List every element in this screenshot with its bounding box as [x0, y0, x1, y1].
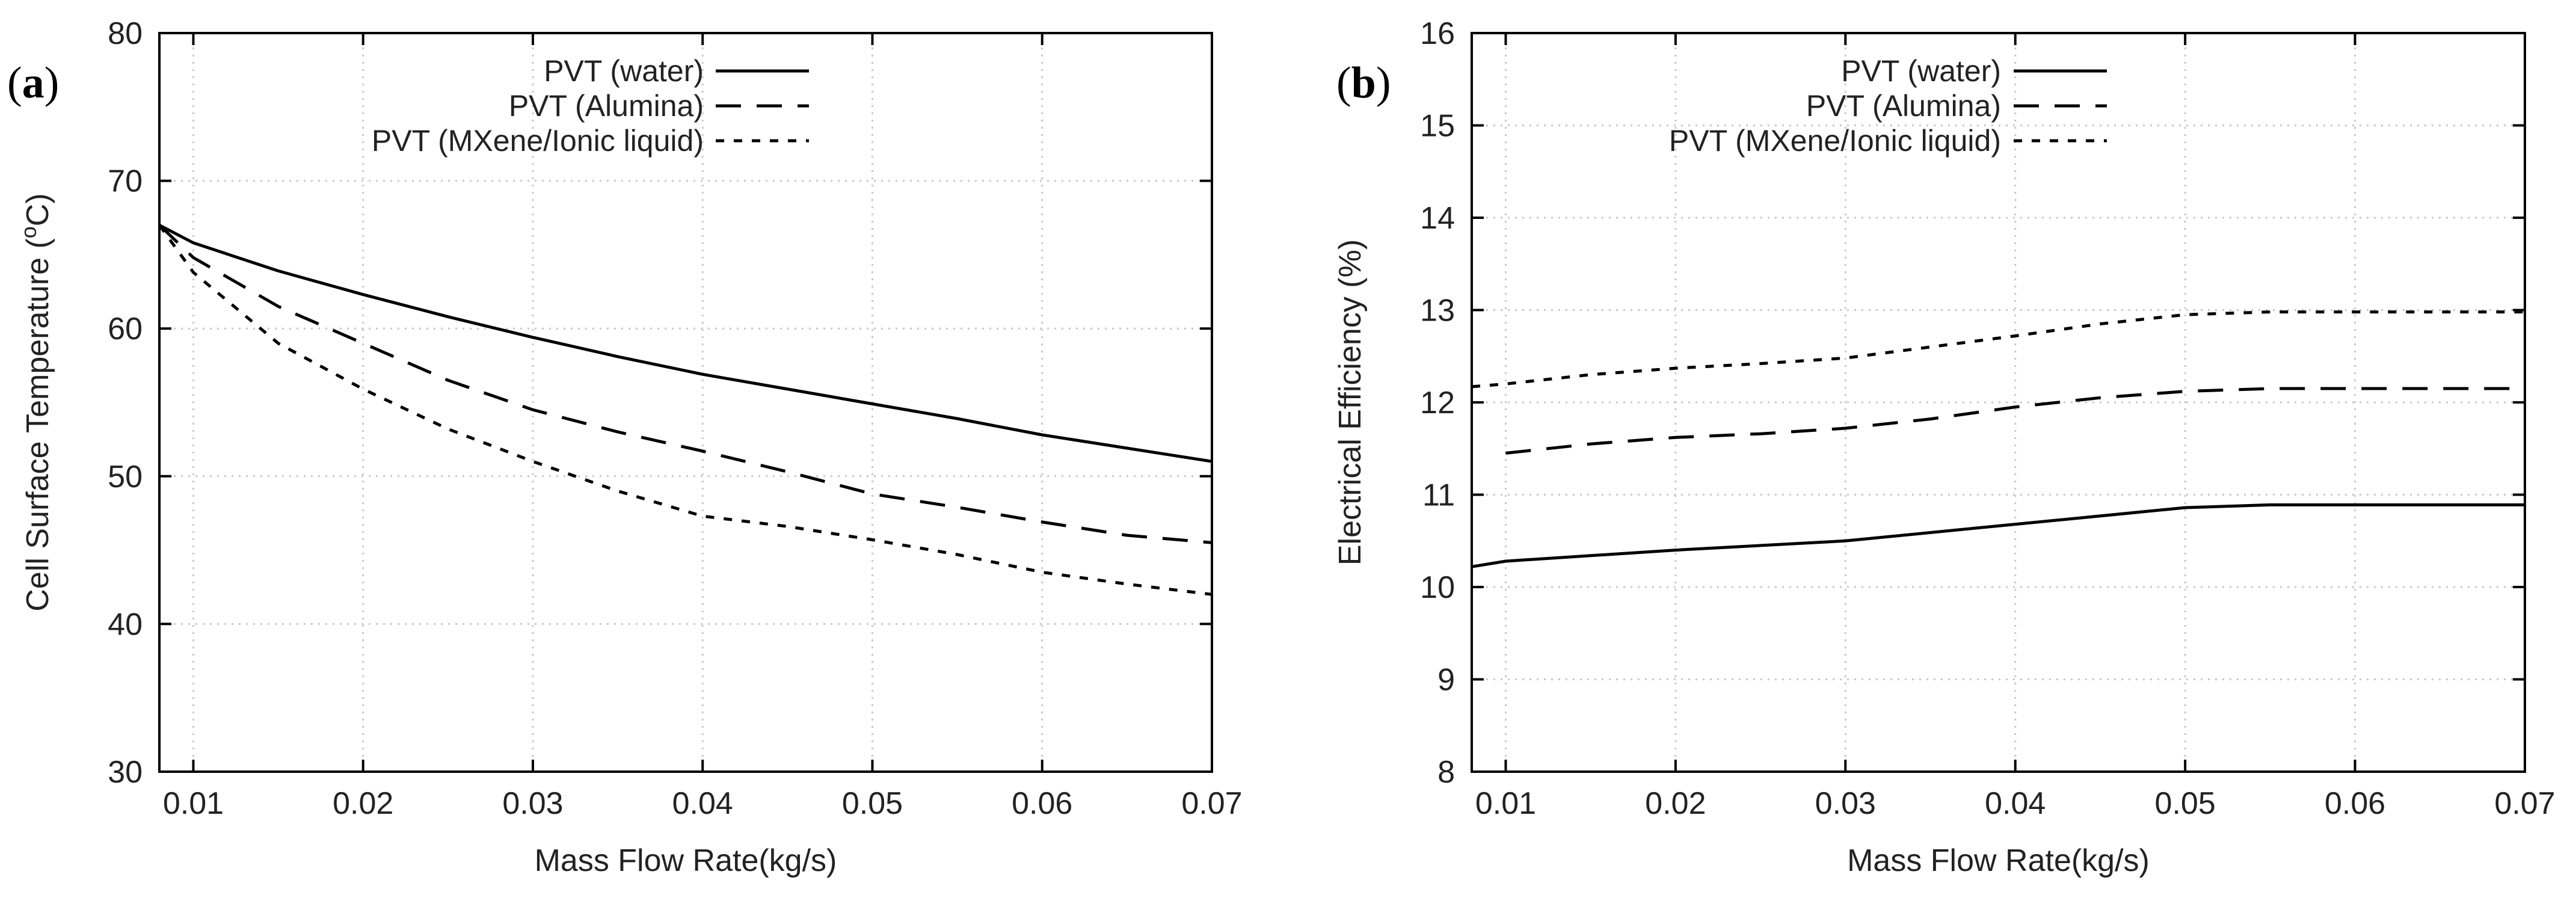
x-tick-label: 0.04 — [672, 786, 733, 821]
panel-label-letter: a — [22, 58, 45, 108]
y-tick-label: 16 — [1420, 16, 1455, 51]
y-tick-label: 15 — [1420, 109, 1455, 144]
x-axis-title: Mass Flow Rate(kg/s) — [1847, 843, 2150, 878]
panel-label-paren: ) — [1376, 58, 1391, 108]
y-tick-label: 60 — [108, 312, 143, 346]
legend-label: PVT (Alumina) — [1806, 89, 2001, 123]
plot-frame — [1471, 32, 2526, 773]
series-line-dashed — [158, 224, 1213, 544]
x-tick-label: 0.03 — [1815, 786, 1876, 821]
y-axis-title: Cell Surface Temperature (oC) — [16, 193, 55, 611]
legend-label: PVT (water) — [544, 54, 704, 88]
legend-label: PVT (MXene/Ionic liquid) — [372, 124, 704, 158]
series-line-solid — [1471, 503, 2525, 568]
series-line-dotted — [1471, 310, 2525, 389]
panel-a: 0.01 0.02 0.03 0.04 0.05 0.06 0.07 30 40 50 60 70 80… — [7, 16, 1243, 878]
y-tick-label: 10 — [1420, 570, 1455, 605]
y-tick-label: 80 — [108, 16, 143, 51]
y-tick-label: 14 — [1420, 201, 1455, 236]
x-tick-label: 0.02 — [1645, 786, 1706, 821]
panel-label-paren: ) — [45, 58, 60, 108]
panel-label-paren: ( — [7, 58, 22, 108]
series-line-dashed — [1505, 387, 2525, 455]
y-axis-title-superscript: o — [16, 226, 41, 238]
y-tick-label: 12 — [1420, 386, 1455, 420]
series-line-dotted — [158, 224, 1213, 596]
panel-label: (b) — [1336, 58, 1391, 108]
panel-label-paren: ( — [1336, 58, 1351, 108]
x-tick-label: 0.07 — [2494, 786, 2555, 821]
y-axis-title: Electrical Efficiency (%) — [1333, 239, 1368, 565]
x-tick-label: 0.07 — [1181, 786, 1242, 821]
x-tick-label: 0.02 — [333, 786, 393, 821]
y-tick-label: 40 — [108, 607, 143, 642]
x-tick-label: 0.05 — [842, 786, 903, 821]
x-tick-label: 0.05 — [2155, 786, 2216, 821]
y-tick-label: 50 — [108, 460, 143, 494]
y-tick-label: 70 — [108, 164, 143, 199]
series-line-solid — [158, 224, 1213, 463]
y-tick-label: 13 — [1420, 294, 1455, 328]
y-tick-label: 8 — [1437, 755, 1455, 790]
x-tick-label: 0.06 — [1012, 786, 1072, 821]
x-tick-label: 0.03 — [502, 786, 563, 821]
x-tick-label: 0.01 — [163, 786, 224, 821]
x-tick-label: 0.04 — [1985, 786, 2046, 821]
legend-label: PVT (MXene/Ionic liquid) — [1669, 124, 2001, 158]
x-tick-label: 0.06 — [2325, 786, 2385, 821]
y-tick-label: 9 — [1437, 663, 1455, 698]
y-tick-label: 30 — [108, 755, 143, 790]
x-axis-title: Mass Flow Rate(kg/s) — [535, 843, 837, 878]
legend-label: PVT (Alumina) — [509, 89, 704, 123]
plot-frame — [158, 32, 1213, 773]
x-tick-label: 0.01 — [1475, 786, 1536, 821]
panel-label-letter: b — [1351, 58, 1376, 108]
legend-label: PVT (water) — [1841, 54, 2001, 88]
y-tick-label: 11 — [1422, 478, 1455, 513]
y-axis-title-part: C) — [20, 193, 55, 226]
panel-b: 0.01 0.02 0.03 0.04 0.05 0.06 0.07 8 9 10 11 12 13 14… — [1333, 16, 2556, 878]
y-axis-title-part: Cell Surface Temperature ( — [20, 238, 55, 612]
panel-label: (a) — [7, 58, 59, 108]
